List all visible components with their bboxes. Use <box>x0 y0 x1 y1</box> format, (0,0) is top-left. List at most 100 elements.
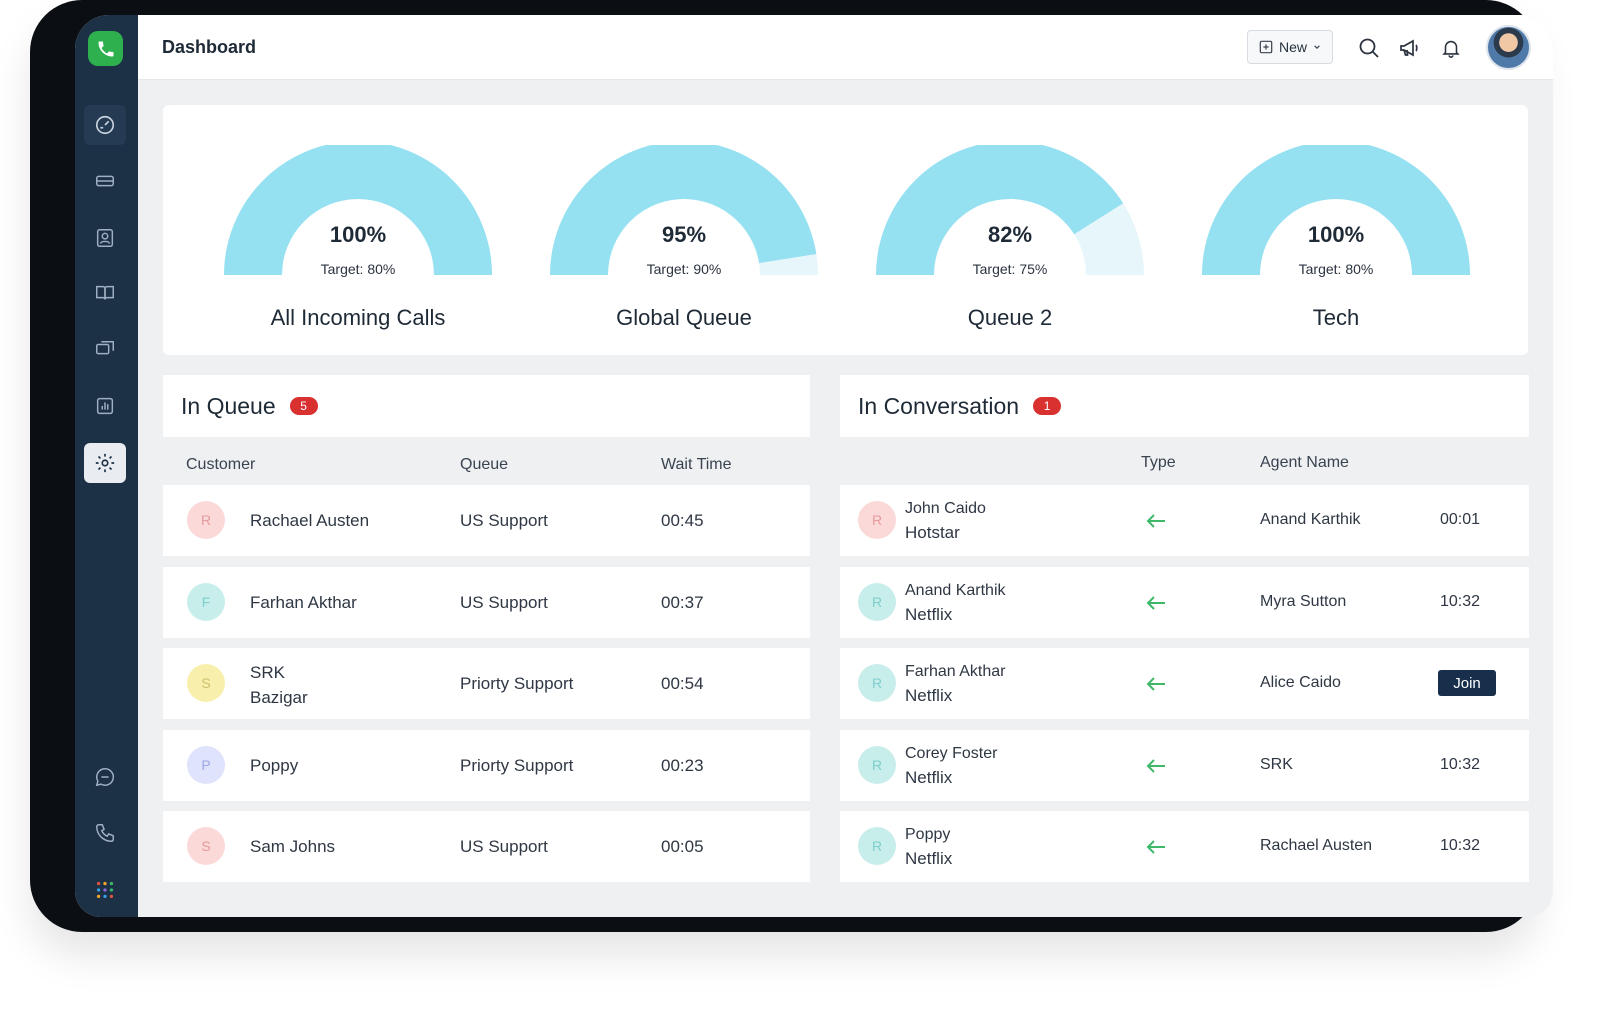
contacts-icon <box>96 229 114 247</box>
in-conversation-count-badge: 1 <box>1033 397 1062 415</box>
bell-icon <box>1442 40 1460 58</box>
settings-gear-icon <box>95 453 115 473</box>
conversation-row[interactable]: R Corey Foster Netflix SRK 10:32 <box>840 729 1529 801</box>
sidebar-item-tickets[interactable] <box>84 161 126 201</box>
customer-name-link[interactable]: Rachael Austen <box>250 511 370 530</box>
conversation-time: 00:01 <box>1440 511 1481 528</box>
app-logo[interactable] <box>88 31 123 66</box>
gauge-target: Target: 75% <box>972 261 1048 277</box>
sidebar-item-knowledge[interactable] <box>84 273 126 313</box>
agent-name: Rachael Austen <box>1260 837 1373 854</box>
customer-name-link[interactable]: Farhan Akthar <box>250 592 357 612</box>
plus-box-icon <box>1259 40 1273 54</box>
sidebar-item-contacts[interactable] <box>84 218 126 258</box>
customer-avatar: R <box>858 501 896 539</box>
sidebar-item-conversations[interactable] <box>84 330 126 370</box>
sidebar-item-apps[interactable] <box>84 870 126 910</box>
gauge-arc <box>876 145 1144 275</box>
customer-name-link[interactable]: Sam Johns <box>250 837 336 856</box>
customer-name-link[interactable]: Poppy <box>905 826 951 843</box>
customer-name-link[interactable]: Anand Karthik <box>905 581 1006 599</box>
gauge-target: Target: 80% <box>320 261 396 277</box>
in-queue-count-badge: 5 <box>289 397 318 415</box>
new-button[interactable]: New <box>1247 30 1333 64</box>
top-bar: Dashboard New <box>138 15 1553 80</box>
customer-avatar: R <box>858 582 896 621</box>
col-wait-time: Wait Time <box>661 456 732 473</box>
customer-company: Netflix <box>905 604 953 624</box>
conversation-time: 10:32 <box>1440 755 1481 773</box>
queue-row[interactable]: F Farhan Akthar US Support 00:37 <box>163 566 810 638</box>
queue-name: US Support <box>460 511 548 530</box>
new-button-label: New <box>1278 39 1307 55</box>
in-conversation-header: In Conversation 1 <box>840 375 1529 437</box>
customer-avatar: F <box>187 582 225 621</box>
conversation-row[interactable]: R John Caido Hotstar Anand Karthik 00:01 <box>840 485 1529 556</box>
queue-name: US Support <box>460 592 548 612</box>
knowledge-book-icon <box>96 285 114 300</box>
conversation-row[interactable]: R Anand Karthik Netflix Myra Sutton 10:3… <box>840 566 1529 638</box>
gauge-label: All Incoming Calls <box>270 305 446 330</box>
gauge-value: 100% <box>329 222 387 247</box>
queue-row[interactable]: P Poppy Priorty Support 00:23 <box>163 729 810 801</box>
conversation-row[interactable]: R Farhan Akthar Netflix Alice Caido Join <box>840 648 1529 719</box>
ticket-icon <box>96 175 114 187</box>
customer-subtitle: Bazigar <box>250 688 308 707</box>
agent-name: Anand Karthik <box>1260 511 1361 528</box>
gauge-arc <box>224 145 492 275</box>
announcements-button[interactable] <box>1397 35 1423 61</box>
incoming-arrow-icon <box>1146 514 1165 528</box>
queue-row[interactable]: R Rachael Austen US Support 00:45 <box>163 485 810 556</box>
sidebar-item-dashboard[interactable] <box>84 105 126 145</box>
tablet-frame: Dashboard New <box>30 0 1553 932</box>
incoming-arrow-icon <box>1146 677 1165 691</box>
queue-name: US Support <box>460 837 548 856</box>
sidebar-item-phone[interactable] <box>84 813 126 853</box>
in-queue-header: In Queue 5 <box>163 375 810 437</box>
join-button[interactable]: Join <box>1438 670 1496 696</box>
sidebar-item-settings[interactable] <box>84 443 126 483</box>
customer-name-link[interactable]: Farhan Akthar <box>905 663 1006 680</box>
conversation-time: 10:32 <box>1440 592 1481 610</box>
customer-name-link[interactable]: John Caido <box>905 500 986 517</box>
queue-row[interactable]: S SRK Bazigar Priorty Support 00:54 <box>163 648 810 719</box>
wait-time: 00:23 <box>661 755 704 775</box>
customer-company: Netflix <box>905 686 953 705</box>
megaphone-icon <box>1400 39 1418 57</box>
customer-name-link[interactable]: SRK <box>250 663 285 682</box>
user-avatar[interactable] <box>1486 25 1531 70</box>
chat-icon <box>95 768 115 787</box>
gauge-value: 100% <box>1307 222 1365 247</box>
customer-avatar: P <box>187 745 225 784</box>
search-icon <box>1359 38 1379 58</box>
agent-name: Myra Sutton <box>1260 592 1347 610</box>
gauge-label: Tech <box>1312 305 1360 330</box>
queue-row[interactable]: S Sam Johns US Support 00:05 <box>163 811 810 882</box>
search-button[interactable] <box>1356 35 1382 61</box>
sidebar-item-chat[interactable] <box>84 757 126 797</box>
wait-time: 00:54 <box>661 674 704 693</box>
sidebar-item-reports[interactable] <box>84 386 126 426</box>
gauges-panel: 100% Target: 80% All Incoming Calls 95% … <box>163 105 1528 355</box>
customer-avatar: S <box>187 664 225 702</box>
customer-avatar: R <box>187 501 225 539</box>
col-type: Type <box>1141 454 1176 471</box>
apps-grid-icon <box>96 881 114 899</box>
notifications-button[interactable] <box>1438 35 1464 61</box>
customer-company: Netflix <box>905 849 953 868</box>
customer-name-link[interactable]: Poppy <box>250 755 299 775</box>
gauge-value: 95% <box>661 222 707 247</box>
customer-name-link[interactable]: Corey Foster <box>905 744 998 762</box>
page-title: Dashboard <box>162 37 257 57</box>
conversation-row[interactable]: R Poppy Netflix Rachael Austen 10:32 <box>840 811 1529 882</box>
in-queue-title: In Queue <box>181 392 276 419</box>
agent-name: SRK <box>1260 755 1293 773</box>
gauge-target: Target: 80% <box>1298 261 1374 277</box>
sidebar <box>75 15 138 917</box>
gauge-1: 95% Target: 90% Global Queue <box>549 145 819 345</box>
incoming-arrow-icon <box>1146 758 1165 773</box>
phone-logo-icon <box>98 41 113 56</box>
customer-avatar: S <box>187 827 225 865</box>
incoming-arrow-icon <box>1146 595 1165 610</box>
conversation-time: 10:32 <box>1440 837 1481 854</box>
